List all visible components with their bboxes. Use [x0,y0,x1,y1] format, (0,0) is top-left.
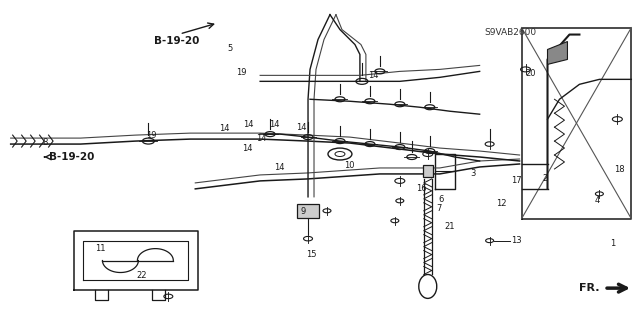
Text: 14: 14 [242,144,253,153]
Text: 20: 20 [525,69,536,78]
Text: 14: 14 [256,134,267,143]
Text: S9VAB2600: S9VAB2600 [484,28,537,37]
Text: 12: 12 [495,199,506,208]
Text: 3: 3 [470,169,476,178]
FancyBboxPatch shape [297,204,319,218]
Text: 14: 14 [368,71,378,80]
Text: 14: 14 [243,120,254,129]
Text: 19: 19 [236,68,246,77]
Text: 21: 21 [445,222,455,231]
Text: 6: 6 [438,195,444,204]
Text: 16: 16 [416,184,426,193]
Polygon shape [547,41,568,64]
Text: 9: 9 [301,207,306,216]
Text: 19: 19 [147,131,157,140]
Text: 14: 14 [219,124,230,133]
FancyBboxPatch shape [423,165,433,177]
Text: 17: 17 [511,176,522,185]
Text: 5: 5 [227,44,233,53]
Text: 10: 10 [344,161,355,170]
Text: 14: 14 [274,163,285,172]
Text: 8: 8 [42,137,47,146]
Text: 4: 4 [595,196,600,205]
Text: FR.: FR. [579,283,600,293]
Text: 13: 13 [511,236,522,245]
Text: 7: 7 [436,204,442,213]
Text: 14: 14 [296,123,306,132]
Text: B-19-20: B-19-20 [49,152,94,162]
Text: B-19-20: B-19-20 [154,36,199,46]
Text: 18: 18 [614,165,625,174]
Text: 11: 11 [95,244,106,253]
Text: 2: 2 [542,174,547,183]
Text: 15: 15 [306,250,316,259]
Text: 22: 22 [137,271,147,280]
Text: 1: 1 [611,239,616,248]
Text: 14: 14 [269,120,280,129]
